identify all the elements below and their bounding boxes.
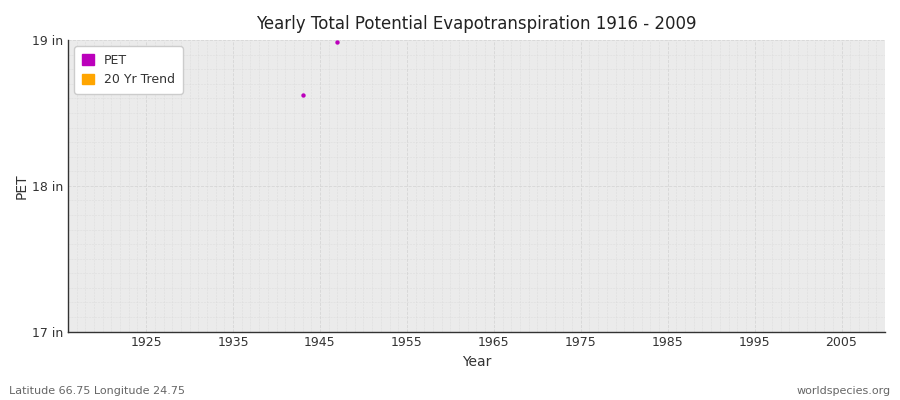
X-axis label: Year: Year xyxy=(462,355,491,369)
Point xyxy=(295,92,310,99)
Point xyxy=(330,38,345,45)
Title: Yearly Total Potential Evapotranspiration 1916 - 2009: Yearly Total Potential Evapotranspiratio… xyxy=(256,15,697,33)
Text: worldspecies.org: worldspecies.org xyxy=(796,386,891,396)
Text: Latitude 66.75 Longitude 24.75: Latitude 66.75 Longitude 24.75 xyxy=(9,386,185,396)
Legend: PET, 20 Yr Trend: PET, 20 Yr Trend xyxy=(74,46,183,94)
Y-axis label: PET: PET xyxy=(15,173,29,199)
